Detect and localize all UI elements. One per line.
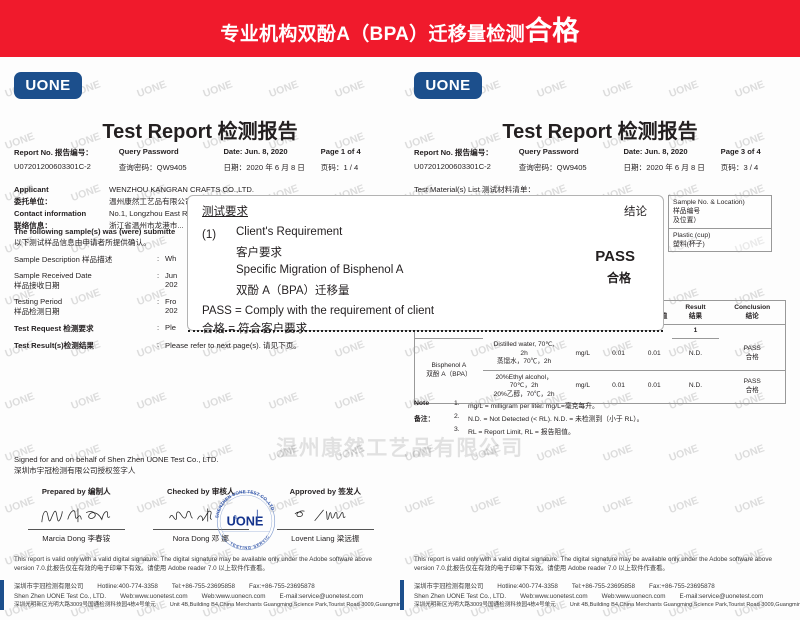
svg-text:UONE: UONE [227, 514, 264, 529]
